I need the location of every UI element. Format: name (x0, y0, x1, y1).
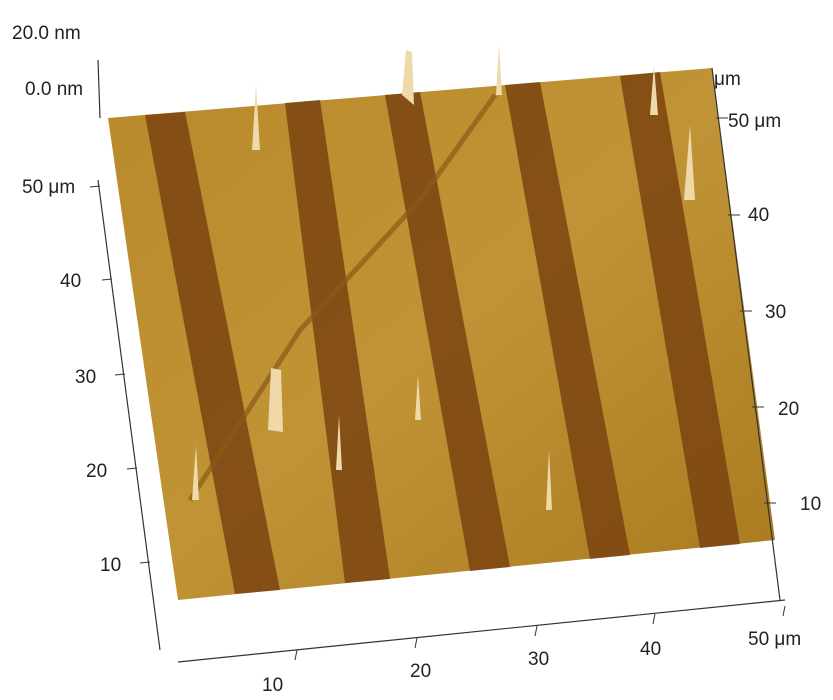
left-tick-label: 20 (86, 461, 107, 482)
left-tick-label: 30 (75, 367, 96, 388)
bottom-tick-label: 20 (410, 661, 431, 682)
bottom-tick-label: 30 (528, 649, 549, 670)
surface (108, 45, 775, 600)
left-tick (102, 279, 112, 280)
bottom-tick-label: 50 μm (748, 629, 801, 650)
left-tick-label: 50 μm (22, 177, 75, 198)
bottom-tick (783, 606, 785, 616)
right-tick-label: 20 (778, 399, 799, 420)
afm-image: 20.0 nm 0.0 nm 50 μm 40 30 20 10 μm 50 μm 40 30 20 1… (0, 0, 833, 695)
right-tick-label: 30 (765, 302, 786, 323)
bottom-tick (535, 626, 537, 636)
z-min-label: 0.0 nm (25, 79, 83, 100)
bottom-tick-label: 40 (640, 639, 661, 660)
z-max-label: 20.0 nm (12, 23, 81, 44)
bottom-tick (415, 638, 417, 648)
bottom-tick (295, 650, 297, 660)
right-unit: μm (714, 69, 741, 90)
bottom-tick-label: 10 (262, 675, 283, 695)
right-tick-label: 50 μm (728, 111, 781, 132)
right-tick-label: 40 (748, 205, 769, 226)
right-tick-label: 10 (800, 494, 821, 515)
bottom-tick (653, 614, 655, 624)
left-tick-label: 40 (60, 271, 81, 292)
left-tick-label: 10 (100, 555, 121, 576)
